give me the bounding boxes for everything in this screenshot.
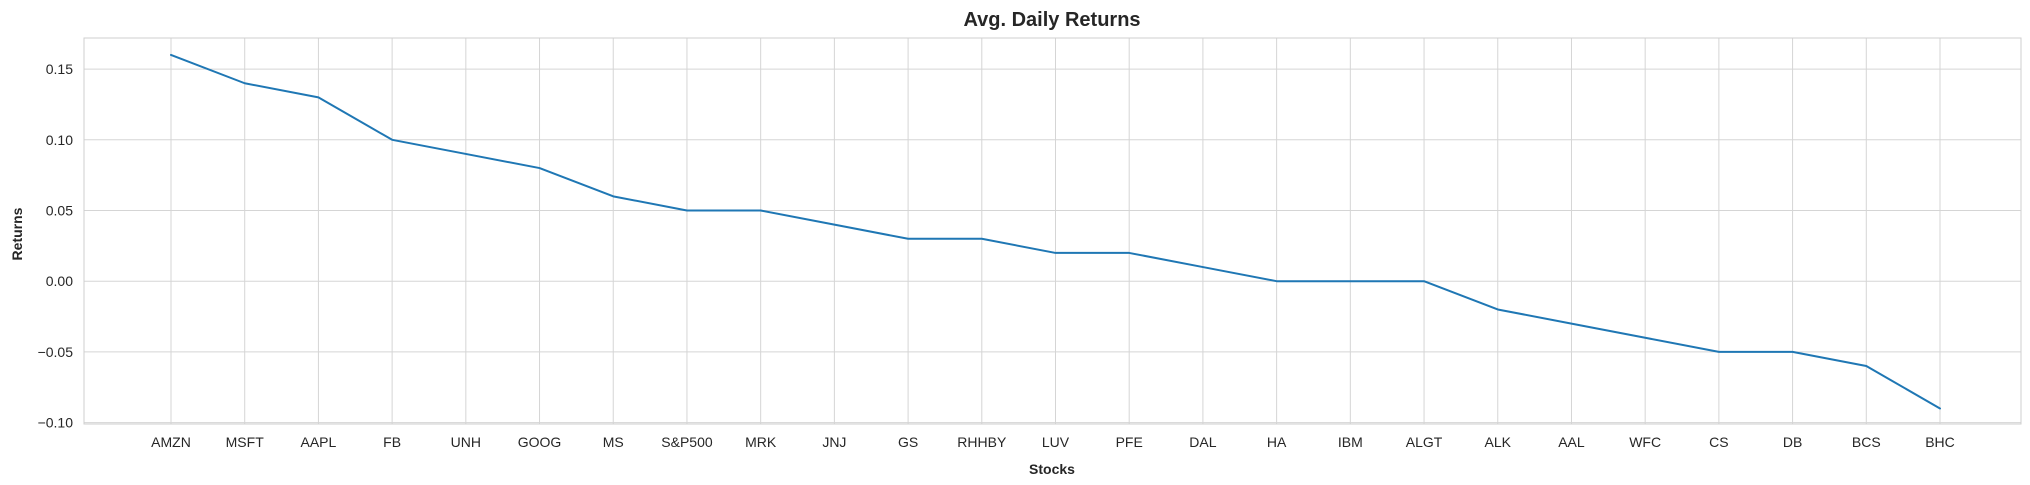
x-tick-label: BCS <box>1852 434 1881 450</box>
x-tick-label: BHC <box>1925 434 1955 450</box>
x-tick-label: CS <box>1709 434 1728 450</box>
x-axis-ticks: AMZN MSFT AAPL FB UNH GOOG MS S&P500 MRK JNJ GS RHH… <box>151 434 1955 450</box>
x-tick-label: MS <box>603 434 624 450</box>
x-tick-label: UNH <box>451 434 481 450</box>
x-tick-label: MSFT <box>226 434 265 450</box>
x-tick-label: DB <box>1783 434 1802 450</box>
series-layer <box>170 53 1941 410</box>
y-axis-label: Returns <box>9 207 25 260</box>
x-tick-label: S&P500 <box>661 434 713 450</box>
x-tick-label: RHHBY <box>957 434 1007 450</box>
y-tick-label: −0.05 <box>38 344 74 360</box>
x-axis-label: Stocks <box>1029 461 1075 477</box>
y-tick-label: 0.15 <box>46 61 73 77</box>
x-tick-label: ALK <box>1485 434 1512 450</box>
x-tick-label: AAL <box>1558 434 1585 450</box>
chart-title: Avg. Daily Returns <box>963 9 1140 31</box>
y-tick-label: 0.05 <box>46 202 73 218</box>
y-tick-label: 0.00 <box>46 273 73 289</box>
plot-frame <box>83 37 2022 425</box>
x-tick-label: GS <box>898 434 918 450</box>
x-tick-label: HA <box>1267 434 1287 450</box>
x-tick-label: WFC <box>1629 434 1661 450</box>
series-line-returns <box>170 53 1941 410</box>
y-tick-label: 0.10 <box>46 132 73 148</box>
x-tick-label: LUV <box>1042 434 1070 450</box>
x-tick-label: MRK <box>745 434 777 450</box>
x-tick-label: AAPL <box>301 434 337 450</box>
x-tick-label: GOOG <box>518 434 562 450</box>
x-tick-label: DAL <box>1189 434 1216 450</box>
x-tick-label: PFE <box>1116 434 1143 450</box>
x-tick-label: JNJ <box>822 434 846 450</box>
x-tick-label: FB <box>383 434 401 450</box>
y-tick-label: −0.10 <box>38 415 74 431</box>
y-axis-ticks: 0.15 0.10 0.05 0.00 −0.05 −0.10 <box>38 61 74 430</box>
x-tick-label: AMZN <box>151 434 191 450</box>
grid-layer <box>84 38 2021 424</box>
x-tick-label: ALGT <box>1406 434 1443 450</box>
x-tick-label: IBM <box>1338 434 1363 450</box>
